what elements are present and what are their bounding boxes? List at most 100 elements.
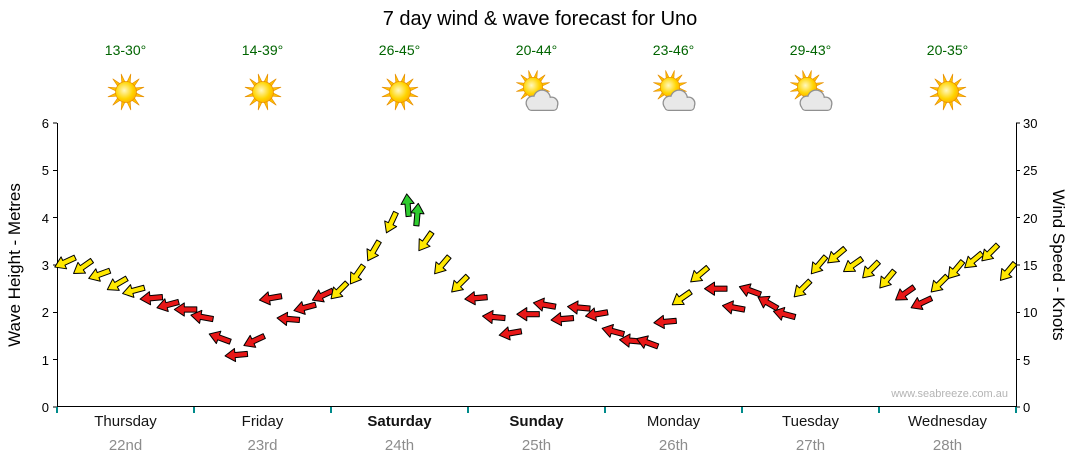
wind-arrow	[173, 302, 198, 317]
wind-arrow	[757, 295, 780, 312]
day-date-label: 26th	[658, 437, 689, 454]
day-temp-range: 13-30°	[104, 42, 147, 58]
day-date-label: 24th	[384, 437, 415, 454]
day-temp-range: 29-43°	[789, 42, 832, 58]
right-axis-tick-label: 0	[1023, 400, 1031, 415]
wind-arrow	[999, 261, 1018, 281]
wind-arrow	[516, 307, 540, 322]
left-axis-tick-label: 5	[41, 163, 49, 179]
day-date-label: 23rd	[247, 437, 278, 454]
wind-arrow	[721, 300, 746, 315]
sun-cloud-icon	[789, 70, 832, 111]
wind-arrow	[532, 297, 557, 312]
wind-arrow	[843, 256, 865, 273]
wind-arrow	[550, 312, 575, 327]
day-name-label: Tuesday	[782, 413, 839, 430]
wind-arrow	[671, 289, 693, 306]
wind-arrow	[400, 193, 415, 218]
wind-arrow	[772, 306, 797, 321]
wind-arrow	[498, 326, 523, 341]
wind-arrow	[224, 347, 249, 363]
left-axis-tick-label: 6	[41, 116, 49, 131]
left-axis-tick-label: 2	[41, 305, 49, 321]
sun-icon	[381, 73, 418, 111]
wind-arrow	[451, 273, 470, 293]
left-axis-tick-label: 3	[41, 258, 49, 273]
wind-arrow	[410, 202, 425, 227]
page-title: 7 day wind & wave forecast for Uno	[382, 8, 698, 30]
wind-arrow	[895, 284, 917, 301]
wind-arrow	[738, 283, 762, 298]
watermark: www.seabreeze.com.au	[891, 388, 1008, 400]
wind-arrow	[827, 245, 848, 264]
wind-arrow	[810, 254, 829, 275]
wind-arrow	[690, 264, 711, 283]
wind-arrow	[636, 335, 660, 350]
day-name-label: Wednesday	[908, 413, 987, 430]
wind-arrow	[584, 307, 609, 322]
wind-arrow	[964, 250, 985, 269]
cloud-icon	[662, 89, 695, 111]
wind-arrow	[330, 280, 350, 300]
wind-arrow	[190, 309, 214, 324]
sun-cloud-icon	[515, 70, 558, 111]
left-axis-tick-label: 4	[41, 210, 49, 226]
left-axis-tick-label: 0	[41, 400, 49, 415]
wind-arrow	[947, 259, 966, 280]
wind-arrow	[434, 254, 452, 275]
wind-arrow	[418, 230, 435, 252]
wind-arrow	[156, 298, 180, 313]
sun-icon	[244, 73, 281, 111]
right-axis-tick-label: 25	[1023, 163, 1038, 179]
day-name-label: Saturday	[367, 413, 432, 430]
day-name-label: Friday	[241, 413, 284, 430]
wind-arrow	[311, 287, 335, 303]
sun-icon	[929, 73, 966, 111]
wind-arrow	[258, 291, 283, 306]
wind-arrow	[879, 268, 897, 289]
wind-arrow	[793, 278, 813, 298]
day-temp-range: 23-46°	[652, 42, 695, 58]
wind-arrow	[54, 254, 77, 270]
right-axis-tick-label: 20	[1023, 210, 1038, 226]
wind-arrow	[293, 301, 317, 315]
day-date-label: 27th	[795, 437, 826, 454]
right-axis-tick-label: 30	[1023, 116, 1038, 131]
day-name-label: Sunday	[509, 413, 564, 430]
left-axis-tick-label: 1	[41, 352, 49, 368]
wind-arrow	[106, 275, 129, 291]
day-temp-range: 20-35°	[926, 42, 969, 58]
wind-arrow	[366, 239, 382, 262]
wind-arrow	[122, 284, 146, 298]
day-name-label: Monday	[646, 413, 701, 430]
day-temp-range: 20-44°	[515, 42, 558, 58]
wind-arrow	[243, 333, 266, 348]
day-temp-range: 14-39°	[241, 42, 284, 58]
wind-arrow	[384, 210, 399, 234]
day-date-label: 22nd	[108, 437, 143, 454]
wind-arrow	[930, 273, 950, 293]
wind-arrow	[653, 314, 677, 330]
wind-arrow	[910, 295, 934, 311]
day-date-label: 28th	[932, 437, 963, 454]
wind-arrow	[73, 257, 95, 274]
wind-arrow	[862, 259, 881, 279]
wind-arrow	[981, 242, 1001, 262]
wind-arrow	[349, 263, 366, 285]
day-name-label: Thursday	[94, 413, 157, 430]
wind-arrow	[88, 267, 112, 282]
day-date-label: 25th	[521, 437, 552, 454]
right-axis-tick-label: 5	[1023, 352, 1031, 368]
wind-arrow	[464, 291, 488, 306]
day-temp-range: 26-45°	[378, 42, 421, 58]
wind-arrow	[139, 291, 164, 306]
wind-arrow	[567, 300, 591, 315]
wind-arrow	[601, 324, 625, 338]
right-axis-tick-label: 10	[1023, 305, 1038, 321]
wind-arrow	[276, 311, 301, 326]
wind-arrow	[704, 281, 728, 296]
sun-icon	[107, 73, 144, 111]
cloud-icon	[525, 89, 558, 111]
